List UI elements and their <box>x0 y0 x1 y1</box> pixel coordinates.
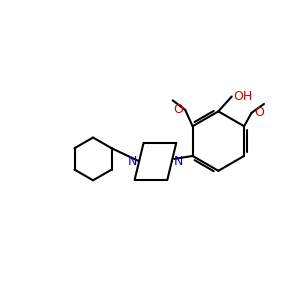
Text: OH: OH <box>233 90 253 103</box>
Text: N: N <box>128 155 137 168</box>
Text: O: O <box>254 106 264 119</box>
Text: O: O <box>173 103 183 116</box>
Text: N: N <box>174 155 183 168</box>
